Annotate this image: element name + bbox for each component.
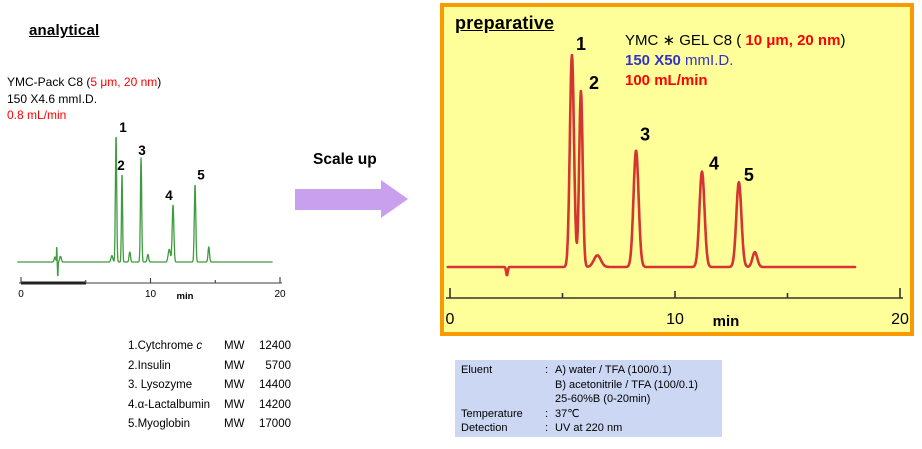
compound-name: 1.Cytchrome c [128,340,203,352]
preparative-flow-rate: 100 mL/min [625,72,708,89]
condition-row: Temperature:37℃ [461,407,716,422]
preparative-column-units: mmI.D. [680,52,734,69]
analytical-x-tick-label: 10 [145,289,157,300]
compound-name: 5.Myoglobin [128,418,191,431]
analytical-peak-label-4: 4 [165,188,173,203]
analytical-column-name: YMC-Pack C8 ( [7,75,91,89]
analytical-peak-label-2: 2 [117,158,125,173]
preparative-x-tick-label: 10 [666,311,684,328]
compound-name: 4.α-Lactalbumin [128,398,211,411]
compound-row: 1.Cytchrome c MW 12400 [128,337,291,357]
preparative-column-name: YMC ∗ GEL C8 ( [625,32,746,49]
preparative-peak-label-4: 4 [709,154,719,174]
condition-colon: : [545,364,549,376]
preparative-x-tick-label: 20 [891,311,909,328]
compound-name: 3. Lysozyme [128,379,193,392]
analytical-particle-spec: 5 μm, 20 nm [90,75,158,89]
compound-name: 2.Insulin [128,359,171,372]
analytical-column-name-close: ) [157,75,162,89]
compound-mw-label: MW [224,379,245,392]
analytical-column-size: 150 X4.6 mmI.D. [7,91,98,106]
analytical-peak-label-1: 1 [119,120,127,135]
condition-label: Eluent [461,364,493,376]
conditions-box: Eluent: A) water / TFA (100/0.1) B) aceton… [455,360,722,437]
condition-row: Eluent: A) water / TFA (100/0.1) [461,363,716,378]
analytical-x-tick-label: 20 [274,289,286,300]
analytical-x-axis-title: min [177,291,194,302]
condition-label [461,392,545,407]
scale-up-arrow-body [295,189,381,210]
condition-row: 25-60%B (0-20min) [461,392,716,407]
preparative-column-name-close: ) [840,32,846,49]
analytical-flow-rate: 0.8 mL/min [7,108,67,122]
preparative-peak-label-1: 1 [576,34,586,54]
condition-colon [545,378,555,393]
condition-row: Detection: UV at 220 nm [461,421,716,436]
compound-mw-label: MW [224,340,245,352]
compound-mw-value: 14400 [259,379,291,392]
analytical-title: analytical [29,22,100,39]
analytical-column-info: YMC-Pack C8 (5 μm, 20 nm) 150 X4.6 mmI.D… [7,74,161,124]
preparative-column-dimensions: 150 X50 [625,52,681,69]
compound-mw-value: 14200 [259,398,291,411]
condition-value: UV at 220 nm [555,422,623,435]
compound-mw-value: 12400 [259,340,291,352]
preparative-panel [440,3,914,336]
preparative-column-size: 150 X50 mmI.D. [625,51,845,71]
preparative-peak-label-3: 3 [640,124,650,144]
condition-label [461,378,545,393]
scale-up-arrow-head [381,180,408,218]
preparative-column-info: YMC ∗ GEL C8 ( 10 μm, 20 nm) 150 X50 mmI… [625,31,845,91]
preparative-peak-label-2: 2 [589,73,599,93]
condition-value: A) water / TFA (100/0.1) [555,364,672,376]
analytical-curve [17,136,273,277]
preparative-column-line: YMC ∗ GEL C8 ( 10 μm, 20 nm) [625,31,845,51]
analytical-peak-label-3: 3 [138,143,146,158]
compound-row: 5.Myoglobin MW 17000 [128,415,291,435]
compound-row: 3. Lysozyme MW 14400 [128,376,291,396]
analytical-column-line: YMC-Pack C8 (5 μm, 20 nm) [7,74,161,91]
preparative-particle-spec: 10 μm, 20 nm [745,32,841,49]
preparative-title: preparative [455,13,555,33]
condition-colon: : [545,407,549,420]
condition-value: 37℃ [555,407,580,420]
condition-colon [545,392,555,407]
compound-mw-value: 17000 [259,418,291,431]
compound-mw-value: 5700 [265,359,291,372]
compound-row: 2.Insulin MW 5700 [128,357,291,377]
analytical-peak-label-5: 5 [197,168,205,183]
preparative-x-tick-label: 0 [446,311,455,328]
preparative-x-axis-title: min [713,313,740,330]
preparative-chromatogram: 0 10 20 min 12 3 4 5 [446,34,909,330]
compound-list: 1.Cytchrome c MW 12400 2.Insulin MW 5700 3. Ly… [128,337,291,435]
compound-mw-label: MW [224,398,245,411]
preparative-curve [446,53,857,277]
preparative-peak-label-5: 5 [744,165,754,185]
condition-label: Temperature [461,407,523,420]
scale-up-label: Scale up [313,151,377,168]
condition-value: B) acetonitrile / TFA (100/0.1) [555,378,698,391]
condition-value: 25-60%B (0-20min) [555,393,651,406]
compound-mw-label: MW [224,418,245,431]
compound-row: 4.α-Lactalbumin MW 14200 [128,396,291,416]
condition-colon: : [545,422,549,435]
condition-label: Detection [461,422,508,435]
condition-row: B) acetonitrile / TFA (100/0.1) [461,378,716,393]
analytical-x-tick-label: 0 [18,289,24,300]
compound-mw-label: MW [224,359,245,372]
